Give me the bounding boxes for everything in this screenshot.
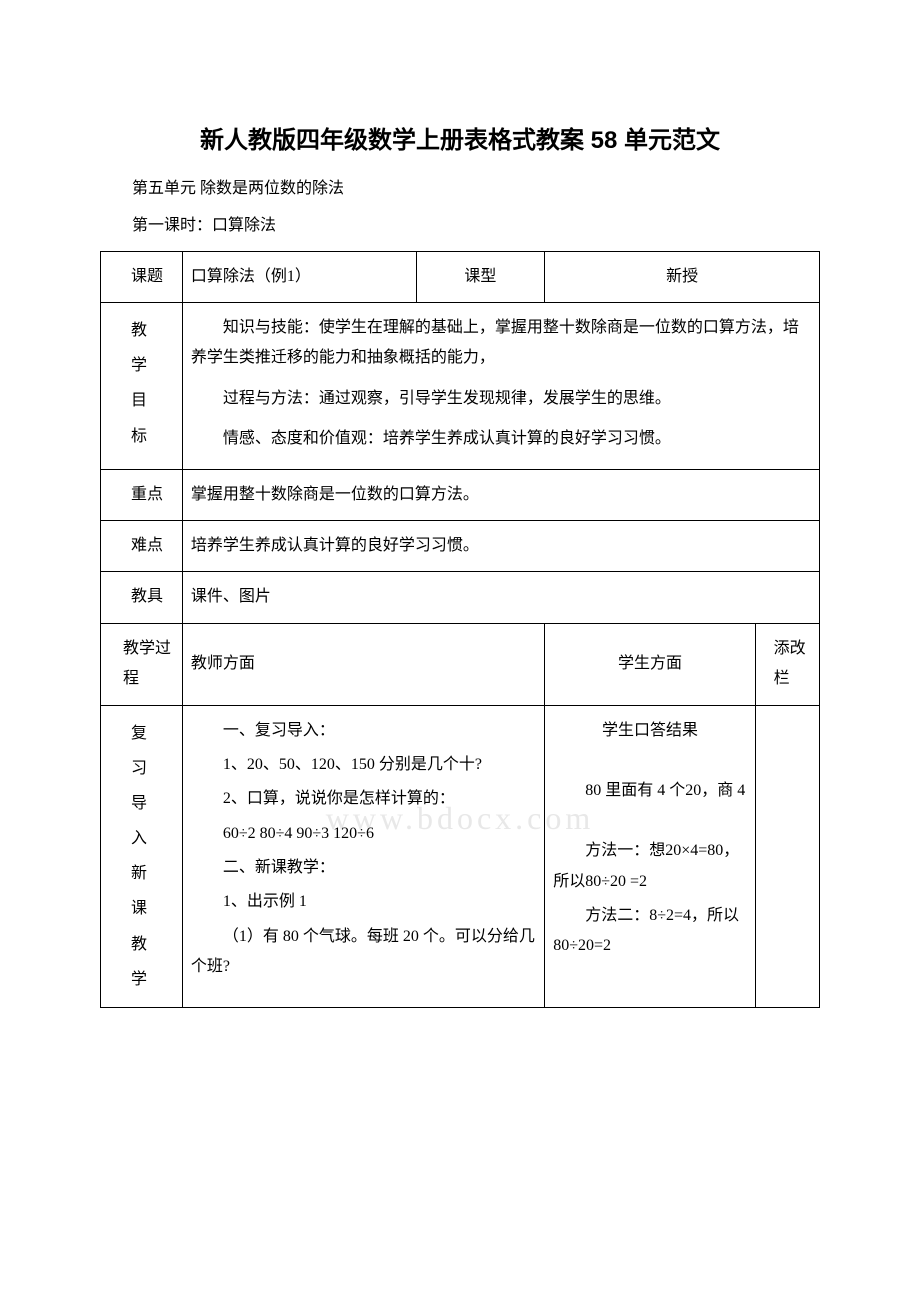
table-row: 复 习 导 入 新 课 教 学 一、复习导入： 1、20、50、120、150 … (101, 705, 820, 1008)
cell-process-label: 教学过程 (101, 623, 183, 705)
lesson-plan-table: 课题 口算除法（例1） 课型 新授 教 学 目 标 知识与技能：使学生在理解的基… (100, 251, 820, 1008)
cell-type-label: 课型 (416, 251, 545, 302)
objective-attitude: 情感、态度和价值观：培养学生养成认真计算的良好学习习惯。 (191, 424, 811, 454)
table-row: 教学过程 教师方面 学生方面 添改栏 (101, 623, 820, 705)
cell-type-value: 新授 (545, 251, 820, 302)
cell-student-content: 学生口答结果 80 里面有 4 个20，商 4 方法一：想20×4=80，所以8… (545, 705, 755, 1008)
objective-knowledge: 知识与技能：使学生在理解的基础上，掌握用整十数除商是一位数的口算方法，培养学生类… (191, 313, 811, 374)
difficulty-text: 培养学生养成认真计算的良好学习习惯。 (191, 537, 479, 554)
teacher-step: 1、出示例 1 (191, 887, 536, 917)
cell-keypoint-label: 重点 (101, 469, 183, 520)
label-char: 学 (131, 962, 178, 997)
label-char: 入 (131, 821, 178, 856)
label-char: 导 (131, 786, 178, 821)
cell-objectives-value: 知识与技能：使学生在理解的基础上，掌握用整十数除商是一位数的口算方法，培养学生类… (182, 302, 819, 469)
keypoint-text: 掌握用整十数除商是一位数的口算方法。 (191, 486, 479, 503)
cell-difficulty-value: 培养学生养成认真计算的良好学习习惯。 (182, 520, 819, 571)
cell-topic-label: 课题 (101, 251, 183, 302)
table-row: 难点 培养学生养成认真计算的良好学习习惯。 (101, 520, 820, 571)
label-char: 标 (131, 419, 178, 454)
student-response: 方法一：想20×4=80，所以80÷20 =2 (553, 836, 746, 897)
label-char: 新 (131, 856, 178, 891)
teacher-step: 一、复习导入： (191, 716, 536, 746)
teacher-step: （1）有 80 个气球。每班 20 个。可以分给几个班? (191, 922, 536, 983)
label-char: 目 (131, 383, 178, 418)
subtitle-lesson: 第一课时：口算除法 (100, 212, 820, 241)
cell-steps-label: 复 习 导 入 新 课 教 学 (101, 705, 183, 1008)
page-title: 新人教版四年级数学上册表格式教案 58 单元范文 (100, 120, 820, 155)
teacher-step: 1、20、50、120、150 分别是几个十? (191, 750, 536, 780)
teacher-header-text: 教师方面 (191, 655, 255, 672)
cell-objectives-label: 教 学 目 标 (101, 302, 183, 469)
objective-process: 过程与方法：通过观察，引导学生发现规律，发展学生的思维。 (191, 384, 811, 414)
teacher-step: 60÷2 80÷4 90÷3 120÷6 (191, 819, 536, 849)
cell-student-header: 学生方面 (545, 623, 755, 705)
cell-keypoint-value: 掌握用整十数除商是一位数的口算方法。 (182, 469, 819, 520)
cell-notes-header: 添改栏 (755, 623, 819, 705)
topic-text: 口算除法（例1） (191, 268, 311, 285)
label-char: 习 (131, 751, 178, 786)
label-char: 学 (131, 348, 178, 383)
teacher-step: 二、新课教学： (191, 853, 536, 883)
label-char: 课 (131, 891, 178, 926)
cell-notes-content (755, 705, 819, 1008)
cell-tools-value: 课件、图片 (182, 572, 819, 623)
label-char: 教 (131, 313, 178, 348)
label-char: 复 (131, 716, 178, 751)
table-row: 课题 口算除法（例1） 课型 新授 (101, 251, 820, 302)
subtitle-unit: 第五单元 除数是两位数的除法 (100, 175, 820, 204)
cell-teacher-content: 一、复习导入： 1、20、50、120、150 分别是几个十? 2、口算，说说你… (182, 705, 544, 1008)
table-row: 教 学 目 标 知识与技能：使学生在理解的基础上，掌握用整十数除商是一位数的口算… (101, 302, 820, 469)
student-response: 80 里面有 4 个20，商 4 (553, 776, 746, 806)
document-container: www.bdocx.com 新人教版四年级数学上册表格式教案 58 单元范文 第… (100, 120, 820, 1008)
table-row: 教具 课件、图片 (101, 572, 820, 623)
cell-topic-value: 口算除法（例1） (182, 251, 416, 302)
cell-difficulty-label: 难点 (101, 520, 183, 571)
teacher-step: 2、口算，说说你是怎样计算的： (191, 784, 536, 814)
cell-teacher-header: 教师方面 (182, 623, 544, 705)
student-response: 方法二：8÷2=4，所以 80÷20=2 (553, 901, 746, 962)
cell-tools-label: 教具 (101, 572, 183, 623)
label-char: 教 (131, 927, 178, 962)
tools-text: 课件、图片 (191, 588, 271, 605)
table-row: 重点 掌握用整十数除商是一位数的口算方法。 (101, 469, 820, 520)
student-response: 学生口答结果 (553, 716, 746, 746)
